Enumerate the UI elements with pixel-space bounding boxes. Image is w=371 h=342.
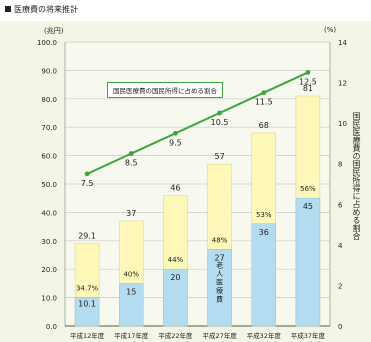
y2-axis-unit: (%) bbox=[324, 26, 337, 34]
elderly-series-label-char: 費 bbox=[216, 294, 223, 303]
ratio-value-label: 9.5 bbox=[169, 138, 182, 147]
ratio-value-label: 8.5 bbox=[125, 159, 138, 168]
y2-tick-label: 12 bbox=[338, 80, 347, 88]
elderly-series-label-char: 医 bbox=[216, 278, 223, 286]
elderly-series-label-char: 療 bbox=[216, 286, 223, 295]
y2-tick-label: 6 bbox=[338, 201, 343, 209]
total-value-label: 37 bbox=[126, 209, 136, 218]
y-tick-label: 100.0 bbox=[37, 39, 57, 47]
y2-tick-label: 10 bbox=[338, 120, 347, 128]
elderly-share-label: 40% bbox=[123, 270, 139, 278]
y-tick-label: 10.0 bbox=[41, 295, 57, 303]
y-tick-label: 0.0 bbox=[46, 323, 57, 331]
elderly-value-label: 20 bbox=[170, 273, 180, 282]
y-tick-label: 70.0 bbox=[41, 124, 57, 132]
ratio-value-label: 11.5 bbox=[255, 98, 273, 107]
ratio-point bbox=[128, 151, 134, 156]
category-year-label: (2020年度) bbox=[246, 340, 281, 342]
category-year-label: (2015年度) bbox=[202, 340, 237, 342]
elderly-value-label: 45 bbox=[303, 202, 313, 211]
category-label: 平成32年度 bbox=[247, 331, 282, 340]
total-value-label: 57 bbox=[214, 152, 224, 161]
elderly-bar bbox=[74, 297, 100, 327]
ratio-point bbox=[217, 110, 222, 116]
total-value-label: 29.1 bbox=[78, 231, 96, 240]
ratio-point bbox=[84, 171, 90, 177]
ratio-point bbox=[261, 90, 267, 96]
ratio-value-label: 10.5 bbox=[211, 118, 229, 127]
y2-tick-label: 0 bbox=[338, 323, 342, 331]
y-tick-label: 60.0 bbox=[41, 153, 57, 161]
y-tick-label: 20.0 bbox=[41, 266, 57, 274]
category-year-label: (2000年度) bbox=[70, 340, 105, 342]
category-label: 平成17年度 bbox=[114, 331, 149, 340]
y-tick-label: 50.0 bbox=[41, 181, 57, 189]
y-tick-label: 30.0 bbox=[41, 238, 57, 246]
title-bullet bbox=[5, 6, 11, 12]
total-value-label: 46 bbox=[170, 183, 180, 192]
y2-tick-label: 4 bbox=[338, 242, 343, 250]
y2-tick-label: 14 bbox=[338, 39, 347, 47]
elderly-series-label-char: 老 bbox=[216, 260, 223, 269]
ratio-line bbox=[86, 71, 309, 175]
elderly-bar bbox=[119, 283, 144, 327]
category-year-label: (2010年度) bbox=[158, 340, 193, 342]
elderly-bar bbox=[207, 249, 232, 327]
category-year-label: (2005年度) bbox=[114, 340, 149, 342]
total-value-label: 81 bbox=[303, 84, 313, 93]
y2-tick-label: 8 bbox=[338, 161, 342, 169]
elderly-series-label-char: 人 bbox=[216, 270, 223, 278]
y-tick-label: 90.0 bbox=[41, 67, 57, 75]
elderly-bar bbox=[251, 223, 276, 327]
elderly-value-label: 10.1 bbox=[78, 299, 96, 308]
ratio-point bbox=[305, 70, 311, 75]
elderly-value-label: 15 bbox=[126, 287, 136, 296]
elderly-share-label: 48% bbox=[212, 236, 228, 244]
elderly-share-label: 44% bbox=[168, 256, 184, 264]
ratio-series-label: 国民医療費の国民所得に占める割合 bbox=[107, 82, 223, 98]
category-label: 平成27年度 bbox=[202, 331, 237, 340]
elderly-bar bbox=[295, 197, 321, 327]
y2-axis-label: 国民医療費の国民所得に占める割合 bbox=[352, 112, 361, 240]
y-tick-label: 40.0 bbox=[41, 209, 57, 217]
elderly-bar bbox=[163, 268, 188, 327]
category-label: 平成22年度 bbox=[158, 331, 193, 340]
elderly-value-label: 27 bbox=[214, 253, 224, 262]
elderly-value-label: 36 bbox=[259, 228, 269, 237]
ratio-value-label: 12.5 bbox=[299, 77, 317, 86]
title-strip bbox=[0, 0, 371, 21]
ratio-point bbox=[173, 130, 178, 136]
category-year-label: (2025年度) bbox=[291, 340, 326, 342]
elderly-share-label: 53% bbox=[256, 211, 272, 219]
elderly-share-label: 34.7% bbox=[76, 284, 99, 292]
ratio-value-label: 7.5 bbox=[81, 179, 94, 188]
total-value-label: 68 bbox=[259, 121, 269, 130]
y-axis-unit: (兆円) bbox=[44, 27, 64, 35]
chart-title-text: 医療費の将来推計 bbox=[14, 5, 78, 14]
category-label: 平成12年度 bbox=[70, 331, 105, 340]
y-tick-label: 80.0 bbox=[41, 96, 57, 104]
category-label: 平成37年度 bbox=[291, 331, 326, 340]
chart-title: 医療費の将来推計 bbox=[5, 4, 78, 15]
y2-tick-label: 2 bbox=[338, 282, 342, 290]
elderly-share-label: 56% bbox=[300, 185, 316, 193]
